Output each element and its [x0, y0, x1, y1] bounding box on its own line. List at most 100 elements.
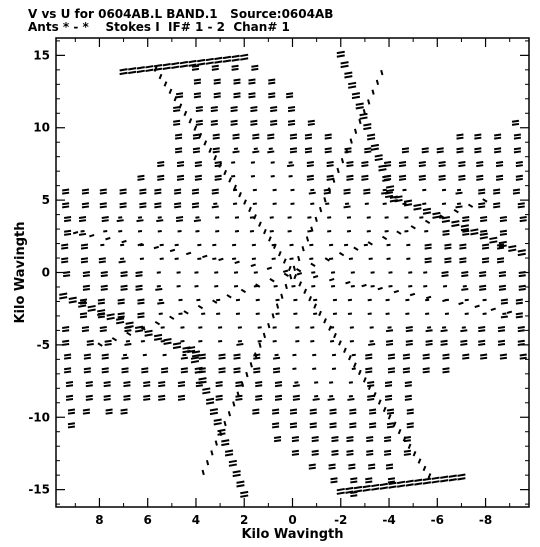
- uv-point-401: [386, 243, 391, 247]
- uv-point-1153: [213, 422, 222, 426]
- uv-point-358: [408, 284, 413, 288]
- uv-point-895: [123, 384, 131, 388]
- uv-point-802: [180, 370, 188, 374]
- uv-point-1101: [489, 240, 498, 244]
- uv-point-858: [157, 174, 165, 178]
- uv-point-594: [289, 147, 298, 151]
- uv-point-939: [97, 301, 105, 305]
- uv-point-1045: [231, 58, 240, 62]
- uv-point-103: [249, 362, 253, 368]
- uv-point-284: [442, 353, 450, 357]
- uv-point-1179: [144, 333, 153, 337]
- uv-point-497: [331, 439, 339, 443]
- uv-point-43: [328, 325, 332, 331]
- uv-point-57: [362, 377, 367, 383]
- uv-point-1173: [172, 345, 182, 350]
- uv-point-910: [120, 271, 128, 274]
- uv-point-326: [424, 229, 429, 233]
- uv-point-989: [67, 425, 76, 429]
- uv-point-632: [267, 150, 275, 154]
- uv-point-1110: [448, 474, 457, 478]
- uv-point-468: [351, 367, 356, 371]
- uv-point-245: [476, 164, 484, 168]
- uv-point-692: [235, 312, 241, 316]
- uv-point-23: [474, 304, 480, 309]
- uv-point-700: [232, 202, 238, 206]
- uv-point-1019: [119, 71, 128, 76]
- uv-point-621: [275, 298, 280, 302]
- uv-point-136: [367, 241, 373, 246]
- uv-point-933: [104, 342, 112, 346]
- uv-point-644: [252, 411, 260, 415]
- y-tick-label: -5: [37, 338, 50, 352]
- uv-point-883: [136, 219, 144, 223]
- uv-point-118: [367, 99, 371, 105]
- uv-point-1103: [498, 244, 507, 248]
- uv-point-463: [349, 408, 357, 412]
- uv-point-254: [461, 326, 466, 329]
- uv-point-1046: [240, 53, 249, 58]
- uv-point-772: [195, 229, 200, 233]
- uv-point-710: [230, 106, 238, 109]
- uv-point-302: [441, 202, 447, 206]
- uv-point-1002: [62, 326, 70, 329]
- uv-point-1182: [125, 321, 134, 325]
- uv-point-1055: [348, 85, 357, 89]
- uv-point-553: [310, 202, 315, 206]
- uv-point-348: [402, 367, 411, 371]
- uv-point-1183: [125, 325, 134, 329]
- uv-point-929: [101, 370, 109, 374]
- uv-point-880: [139, 243, 145, 247]
- uv-point-943: [100, 274, 108, 278]
- uv-point-1122: [396, 480, 406, 485]
- uv-point-210: [495, 174, 504, 178]
- uv-point-843: [158, 312, 163, 316]
- uv-point-842: [160, 326, 165, 329]
- uv-point-1083: [403, 203, 413, 207]
- uv-point-695: [233, 271, 239, 274]
- uv-point-1053: [344, 75, 353, 79]
- uv-point-950: [99, 202, 107, 206]
- uv-point-300: [442, 232, 450, 236]
- uv-point-907: [117, 301, 125, 305]
- uv-point-28: [287, 265, 292, 272]
- uv-point-638: [270, 109, 278, 113]
- uv-point-968: [79, 312, 88, 316]
- uv-point-218: [480, 353, 488, 357]
- uv-point-1005: [63, 274, 71, 278]
- uv-point-809: [176, 284, 181, 288]
- uv-point-322: [424, 257, 432, 261]
- uv-point-38: [263, 228, 267, 235]
- uv-point-1097: [470, 232, 479, 236]
- uv-point-1017: [62, 191, 70, 195]
- uv-point-1065: [366, 137, 376, 141]
- uv-point-719: [215, 397, 223, 401]
- uv-point-1042: [222, 55, 232, 60]
- uv-point-229: [479, 274, 487, 278]
- uv-point-740: [214, 174, 222, 178]
- uv-point-233: [481, 246, 490, 250]
- uv-point-14: [169, 248, 176, 253]
- uv-point-1003: [62, 329, 70, 333]
- uv-point-394: [387, 326, 392, 329]
- uv-point-527: [324, 136, 332, 140]
- uv-point-340: [406, 422, 414, 426]
- uv-point-634: [267, 136, 275, 140]
- uv-point-445: [361, 174, 369, 178]
- uv-point-731: [214, 271, 219, 274]
- uv-point-287: [440, 342, 448, 346]
- uv-point-488: [344, 147, 352, 151]
- uv-point-564: [307, 119, 315, 123]
- uv-point-4: [250, 263, 256, 267]
- uv-point-534: [309, 422, 317, 426]
- uv-point-83: [427, 473, 432, 479]
- uv-point-838: [160, 367, 169, 371]
- uv-point-717: [231, 67, 239, 71]
- uv-point-820: [176, 174, 185, 178]
- uv-point-1190: [87, 304, 96, 309]
- uv-point-469: [351, 353, 356, 357]
- uv-point-266: [462, 229, 470, 233]
- uv-point-722: [218, 367, 226, 371]
- uv-point-473: [347, 298, 353, 302]
- uv-point-579: [292, 353, 297, 357]
